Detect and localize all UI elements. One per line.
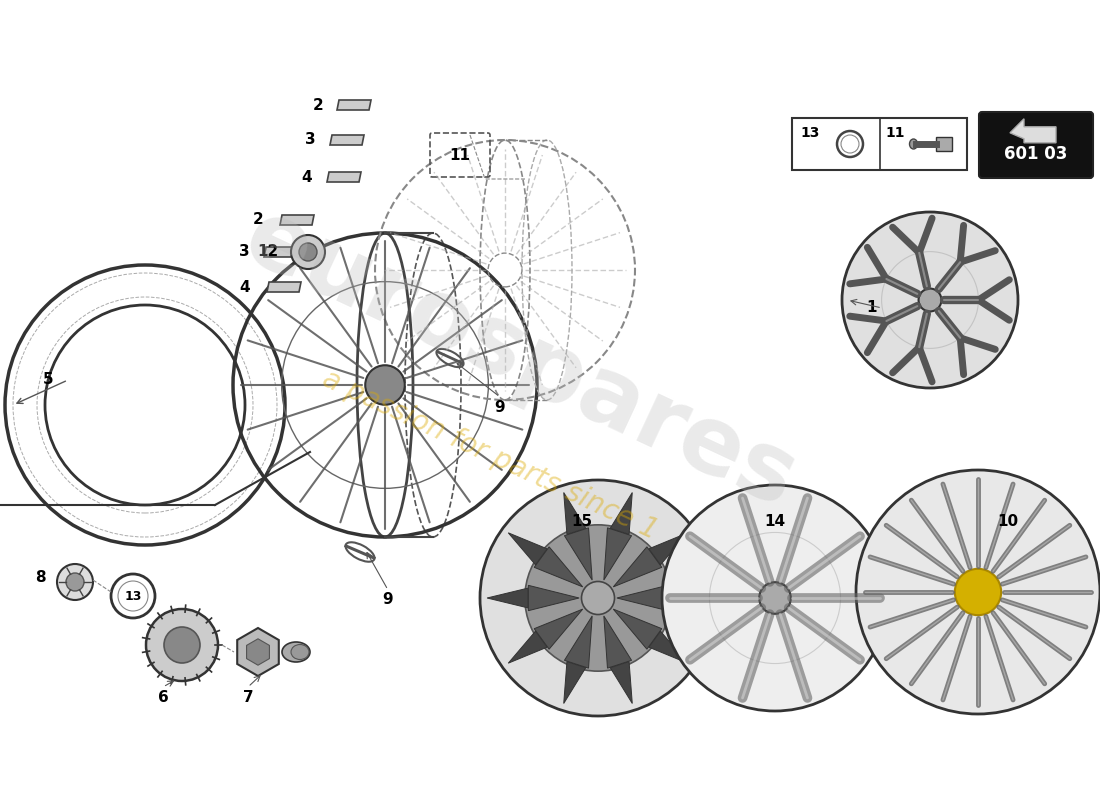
Circle shape (164, 627, 200, 663)
Text: 15: 15 (571, 514, 593, 530)
Polygon shape (1010, 118, 1056, 142)
Circle shape (759, 582, 791, 614)
Polygon shape (267, 282, 301, 292)
Polygon shape (564, 528, 592, 580)
Ellipse shape (910, 139, 917, 149)
Text: 6: 6 (157, 690, 168, 705)
Text: 11: 11 (450, 147, 471, 162)
Text: 9: 9 (495, 399, 505, 414)
Text: 13: 13 (800, 126, 820, 140)
Polygon shape (487, 588, 528, 608)
Text: 4: 4 (301, 170, 312, 185)
Circle shape (57, 564, 94, 600)
Polygon shape (649, 533, 688, 565)
Circle shape (662, 485, 888, 711)
Polygon shape (604, 616, 631, 668)
Polygon shape (564, 616, 592, 668)
Polygon shape (614, 609, 662, 649)
Polygon shape (535, 609, 583, 649)
Polygon shape (649, 631, 688, 663)
Text: 3: 3 (239, 245, 250, 259)
Text: 2: 2 (312, 98, 323, 113)
Text: 4: 4 (240, 279, 251, 294)
Circle shape (918, 289, 942, 311)
Polygon shape (337, 100, 371, 110)
Polygon shape (610, 662, 632, 703)
Bar (792, 118, 967, 170)
Text: 601 03: 601 03 (1004, 145, 1068, 163)
Text: 5: 5 (43, 373, 53, 387)
Text: 3: 3 (305, 133, 316, 147)
Text: 7: 7 (243, 690, 253, 705)
Text: 13: 13 (124, 590, 142, 602)
Polygon shape (508, 533, 547, 565)
Polygon shape (668, 588, 708, 608)
Text: 11: 11 (886, 126, 905, 140)
Circle shape (856, 470, 1100, 714)
Text: 9: 9 (383, 593, 394, 607)
Text: 10: 10 (998, 514, 1019, 530)
Polygon shape (508, 631, 547, 663)
Circle shape (66, 573, 84, 591)
Polygon shape (246, 638, 270, 666)
Ellipse shape (282, 642, 310, 662)
Polygon shape (563, 662, 585, 703)
Polygon shape (604, 528, 631, 580)
Polygon shape (330, 135, 364, 145)
Text: 12: 12 (257, 245, 278, 259)
FancyBboxPatch shape (979, 112, 1093, 178)
Circle shape (292, 235, 324, 269)
Circle shape (299, 243, 317, 261)
Polygon shape (238, 628, 278, 676)
Text: a passion for parts since 1: a passion for parts since 1 (318, 365, 662, 545)
Polygon shape (617, 586, 668, 610)
Circle shape (842, 212, 1018, 388)
Bar (935, 137, 952, 151)
Polygon shape (610, 493, 632, 534)
Polygon shape (535, 547, 583, 587)
Text: 2: 2 (253, 213, 263, 227)
Text: 8: 8 (35, 570, 45, 586)
Text: 1: 1 (867, 301, 878, 315)
Circle shape (146, 609, 218, 681)
Polygon shape (614, 547, 662, 587)
Text: eurospares: eurospares (230, 192, 810, 528)
Polygon shape (563, 493, 585, 534)
Polygon shape (327, 172, 361, 182)
Polygon shape (264, 247, 298, 257)
Ellipse shape (292, 645, 309, 659)
Circle shape (582, 582, 615, 614)
Circle shape (365, 366, 405, 405)
Text: 14: 14 (764, 514, 785, 530)
Polygon shape (528, 586, 579, 610)
Polygon shape (280, 215, 314, 225)
Circle shape (525, 525, 671, 671)
Circle shape (480, 480, 716, 716)
Circle shape (955, 569, 1001, 615)
